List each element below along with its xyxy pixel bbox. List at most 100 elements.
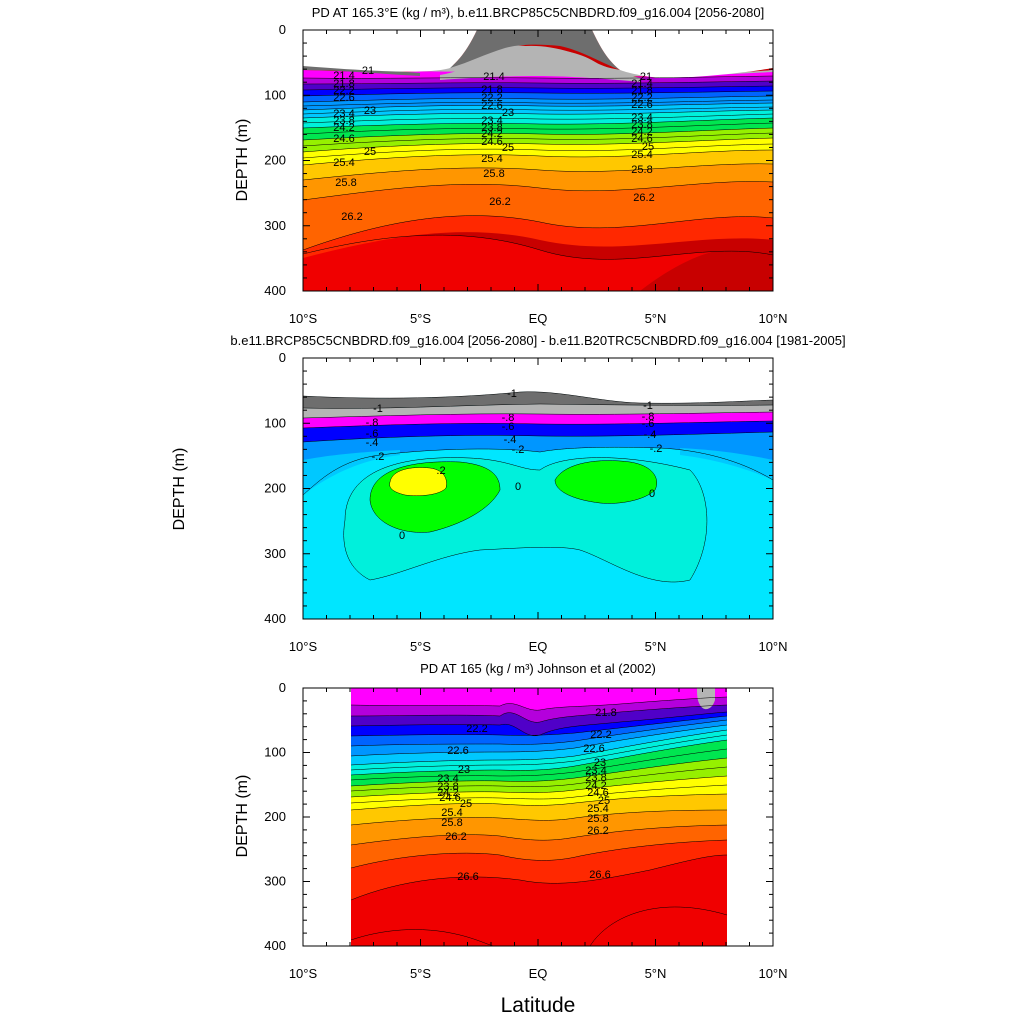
y-tick-label: 0 (279, 680, 286, 695)
panel3-band (351, 758, 727, 797)
panel2-band (680, 448, 773, 480)
contour-label: 25.8 (631, 164, 652, 176)
y-tick-label: 300 (264, 874, 286, 889)
y-tick-label: 300 (264, 546, 286, 561)
contour-label: -.8 (642, 411, 655, 423)
contour-label: 24.6 (587, 787, 608, 799)
panel3-band (351, 740, 727, 786)
y-tick-label: 400 (264, 283, 286, 298)
contour-label: 23.4 (333, 108, 354, 120)
contour-label: 25.4 (481, 153, 502, 165)
contour-label: 26.6 (589, 869, 610, 881)
panel1-contour-lines (303, 75, 773, 260)
panel1-band (303, 181, 773, 250)
contour-label: 21.8 (333, 78, 354, 90)
panel2-band (303, 430, 773, 495)
x-tick-label: 10°S (289, 639, 318, 654)
panel1-band (440, 45, 640, 82)
contour-label: -.2 (372, 451, 385, 463)
contour-label: 24.6 (631, 133, 652, 145)
contour-label: 22.6 (583, 743, 604, 755)
contour-label: 25 (460, 798, 472, 810)
contour-label: 26.2 (633, 192, 654, 204)
contour-label: -.4 (504, 434, 517, 446)
contour-label: 22.6 (481, 100, 502, 112)
panel1-band (303, 138, 773, 165)
x-tick-label: EQ (529, 639, 548, 654)
y-tick-label: 0 (279, 22, 286, 37)
x-tick-label: EQ (529, 966, 548, 981)
contour-label: 25.8 (587, 813, 608, 825)
contour-label: 25 (642, 141, 654, 153)
y-tick-label: 200 (264, 153, 286, 168)
panel1-band (303, 150, 773, 180)
contour-label: 23.8 (585, 772, 606, 784)
panel1-band (450, 30, 620, 70)
contour-label: 21.8 (481, 84, 502, 96)
panel3-band (351, 825, 727, 868)
panel2-band (303, 391, 773, 409)
panel3-band (351, 716, 727, 746)
panel3-ylabel: DEPTH (m) (234, 775, 251, 858)
contour-label: 23.8 (333, 115, 354, 127)
contour-label: 23 (364, 105, 376, 117)
panel2-band (303, 358, 773, 404)
contour-label: 24.2 (333, 122, 354, 134)
x-tick-label: 5°N (645, 311, 667, 326)
panel1-band (303, 103, 773, 118)
panel1-band (303, 163, 773, 200)
panel1-contour-labels: 2121.421.822.222.62323.423.824.224.62525… (333, 65, 654, 223)
contour-label: 25.4 (441, 807, 462, 819)
panel3-band (351, 688, 727, 711)
contour-label: -.4 (644, 429, 657, 441)
panel3-band (351, 794, 727, 825)
contour-label: -.6 (366, 428, 379, 440)
contour-label: 21.8 (595, 707, 616, 719)
contour-label: 24.6 (481, 136, 502, 148)
y-tick-label: 400 (264, 938, 286, 953)
contour-label: 24.2 (481, 128, 502, 140)
contour-label: 22.6 (631, 99, 652, 111)
contour-label: 25.4 (587, 803, 608, 815)
y-tick-label: 200 (264, 481, 286, 496)
x-tick-label: 10°N (758, 966, 787, 981)
y-tick-label: 100 (264, 415, 286, 430)
contour-label: 25.8 (335, 177, 356, 189)
contour-label: 24.6 (333, 133, 354, 145)
x-tick-label: 5°S (410, 966, 431, 981)
contour-label: 22.2 (631, 92, 652, 104)
panel3-plot (351, 688, 727, 946)
x-tick-label: 5°N (645, 966, 667, 981)
y-tick-label: 100 (264, 87, 286, 102)
panel3-band (351, 730, 727, 775)
panel2-band (389, 467, 447, 496)
contour-label: 26.2 (489, 196, 510, 208)
contour-label: 23.8 (437, 781, 458, 793)
x-tick-label: 5°N (645, 639, 667, 654)
x-tick-label: 5°S (410, 311, 431, 326)
contour-label: 23.8 (481, 122, 502, 134)
x-axis-label: Latitude (501, 994, 576, 1017)
panel3-band (351, 840, 727, 900)
contour-label: 24.2 (585, 780, 606, 792)
panel2-band (303, 450, 400, 495)
panel3-band (351, 855, 727, 946)
contour-label: 21 (362, 65, 374, 77)
contour-label: 23 (502, 107, 514, 119)
contour-label: 26.2 (587, 825, 608, 837)
contour-label: 23.4 (437, 773, 458, 785)
contour-label: 23.8 (631, 119, 652, 131)
contour-label: 25.8 (483, 168, 504, 180)
panel2-band (303, 421, 773, 442)
contour-label: 24.2 (631, 126, 652, 138)
contour-label: 25.4 (631, 149, 652, 161)
contour-label: -.2 (512, 444, 525, 456)
contour-label: 22.2 (481, 92, 502, 104)
contour-label: -.8 (366, 417, 379, 429)
contour-label: 22.2 (466, 723, 487, 735)
contour-label: 22.2 (590, 729, 611, 741)
y-tick-label: 100 (264, 745, 286, 760)
panel2-band (303, 404, 773, 418)
y-tick-label: 300 (264, 218, 286, 233)
